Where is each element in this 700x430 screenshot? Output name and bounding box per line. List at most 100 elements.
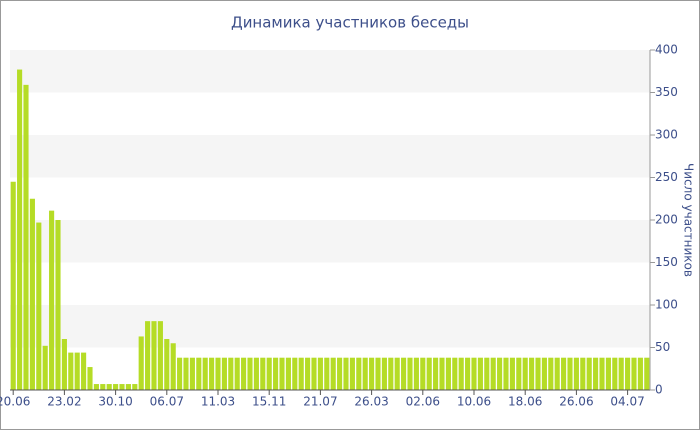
bar	[74, 352, 80, 390]
bar	[177, 357, 183, 390]
x-tick-label: 18.06	[508, 395, 542, 409]
bar	[529, 357, 535, 390]
bar	[93, 384, 99, 390]
bar	[183, 357, 189, 390]
x-tick-label: 20.06	[0, 395, 30, 409]
x-tick-label: 21.07	[303, 395, 337, 409]
y-tick-label: 250	[655, 170, 678, 184]
bar	[612, 357, 618, 390]
bar	[215, 357, 221, 390]
x-tick-label: 26.06	[559, 395, 593, 409]
bar	[292, 357, 298, 390]
bar	[503, 357, 509, 390]
bar	[388, 357, 394, 390]
y-tick-label: 300	[655, 128, 678, 142]
bar	[433, 357, 439, 390]
bar	[394, 357, 400, 390]
bar	[209, 357, 215, 390]
bar	[618, 357, 624, 390]
bar	[138, 336, 144, 390]
x-tick-label: 15.11	[252, 395, 286, 409]
bar	[10, 181, 16, 390]
bar	[285, 357, 291, 390]
bar	[535, 357, 541, 390]
bar	[279, 357, 285, 390]
bar	[253, 357, 259, 390]
grid-band	[10, 50, 650, 93]
bar	[132, 384, 138, 390]
bar	[241, 357, 247, 390]
bar	[599, 357, 605, 390]
bar	[305, 357, 311, 390]
bar	[189, 357, 195, 390]
x-tick-label: 02.06	[406, 395, 440, 409]
bar	[413, 357, 419, 390]
x-tick-label: 06.07	[150, 395, 184, 409]
bar	[541, 357, 547, 390]
grid-band	[10, 220, 650, 263]
bar	[644, 357, 650, 390]
bar	[567, 357, 573, 390]
bar	[426, 357, 432, 390]
y-tick-label: 150	[655, 255, 678, 269]
chart-title: Динамика участников беседы	[231, 14, 469, 32]
bar	[490, 357, 496, 390]
grid-band	[10, 135, 650, 178]
bar	[356, 357, 362, 390]
bar	[119, 384, 125, 390]
y-tick-label: 400	[655, 43, 678, 57]
bar	[445, 357, 451, 390]
bar	[439, 357, 445, 390]
bar	[311, 357, 317, 390]
bar	[471, 357, 477, 390]
bar	[509, 357, 515, 390]
bar	[61, 339, 67, 390]
x-tick-label: 26.03	[354, 395, 388, 409]
bar	[157, 321, 163, 390]
bar	[330, 357, 336, 390]
x-tick-label: 10.06	[457, 395, 491, 409]
bar	[484, 357, 490, 390]
bar	[362, 357, 368, 390]
bar	[497, 357, 503, 390]
bar	[420, 357, 426, 390]
y-axis-title: Число участников	[682, 163, 696, 277]
x-tick-label: 23.02	[47, 395, 81, 409]
bar	[317, 357, 323, 390]
bar	[273, 357, 279, 390]
y-tick-label: 50	[655, 340, 670, 354]
bar	[407, 357, 413, 390]
bar	[196, 357, 202, 390]
bar	[401, 357, 407, 390]
bar	[631, 357, 637, 390]
bar	[625, 357, 631, 390]
bar	[324, 357, 330, 390]
bar	[23, 84, 29, 390]
bar	[247, 357, 253, 390]
x-tick-label: 11.03	[201, 395, 235, 409]
bar	[522, 357, 528, 390]
bar	[516, 357, 522, 390]
bar	[113, 384, 119, 390]
bar	[298, 357, 304, 390]
bar	[369, 357, 375, 390]
x-tick-label: 30.10	[98, 395, 132, 409]
bar	[605, 357, 611, 390]
bar	[580, 357, 586, 390]
bar	[49, 210, 55, 390]
bar	[170, 343, 176, 390]
bar	[337, 357, 343, 390]
bar	[221, 357, 227, 390]
bar	[17, 69, 23, 391]
y-tick-label: 200	[655, 213, 678, 227]
bar	[42, 345, 48, 390]
bar	[593, 357, 599, 390]
bar	[561, 357, 567, 390]
bar	[458, 357, 464, 390]
bar	[100, 384, 106, 390]
bar	[375, 357, 381, 390]
bar	[202, 357, 208, 390]
y-tick-label: 350	[655, 85, 678, 99]
bar	[554, 357, 560, 390]
